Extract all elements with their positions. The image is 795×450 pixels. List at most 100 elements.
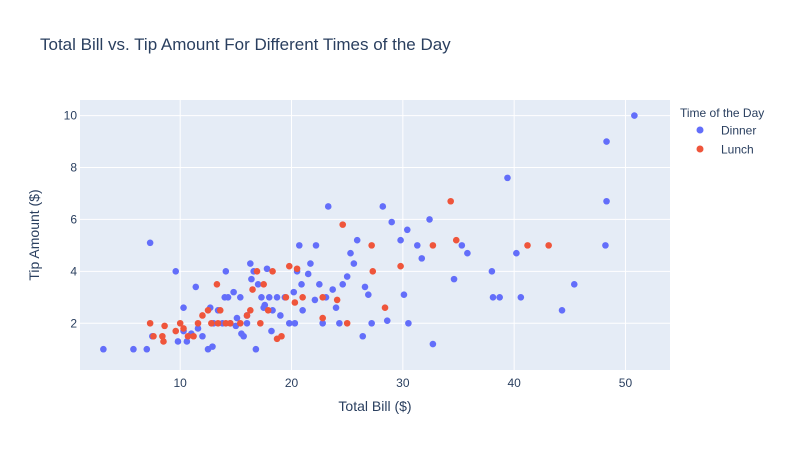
data-point-dinner (296, 242, 303, 249)
data-point-lunch (180, 325, 187, 332)
data-point-lunch (278, 332, 285, 340)
data-point-lunch (208, 319, 215, 327)
data-points (100, 112, 638, 353)
data-point-dinner (513, 249, 520, 257)
data-point-dinner (268, 327, 275, 335)
data-point-lunch (253, 268, 261, 275)
data-point-lunch (190, 332, 197, 340)
legend-label-dinner: Dinner (721, 124, 756, 138)
data-point-dinner (458, 242, 466, 249)
data-point-lunch (160, 338, 167, 345)
data-point-lunch (285, 262, 293, 270)
y-tick-label: 10 (64, 109, 78, 123)
data-point-dinner (353, 236, 361, 244)
data-point-dinner (464, 249, 471, 257)
data-point-dinner (570, 281, 578, 288)
data-point-dinner (388, 218, 395, 226)
data-point-dinner (489, 294, 497, 301)
data-point-dinner (319, 319, 326, 327)
data-point-dinner (403, 226, 411, 234)
data-point-dinner (414, 242, 421, 249)
data-point-dinner (450, 275, 458, 283)
data-point-dinner (339, 281, 347, 288)
data-point-dinner (194, 325, 202, 332)
data-point-lunch (545, 242, 552, 249)
data-point-lunch (176, 319, 184, 327)
data-point-dinner (558, 306, 566, 314)
plot-area (80, 100, 670, 370)
data-point-lunch (226, 319, 234, 327)
data-point-dinner (365, 291, 372, 299)
data-point-lunch (343, 319, 351, 327)
data-point-dinner (418, 255, 426, 262)
data-point-dinner (361, 283, 369, 291)
data-point-dinner (347, 249, 354, 257)
data-point-dinner (263, 265, 271, 273)
data-point-dinner (254, 281, 262, 288)
data-point-dinner (304, 270, 312, 278)
data-point-dinner (504, 174, 511, 182)
data-point-dinner (298, 281, 305, 288)
data-point-lunch (369, 268, 377, 275)
data-point-dinner (248, 275, 255, 283)
data-point-dinner (143, 345, 151, 353)
y-tick-label: 2 (70, 316, 77, 330)
data-point-dinner (221, 294, 229, 301)
data-point-dinner (261, 301, 269, 309)
data-point-lunch (282, 294, 290, 301)
y-axis-label: Tip Amount ($) (26, 189, 42, 280)
data-point-dinner (383, 317, 391, 324)
data-point-dinner (397, 236, 404, 244)
legend-title: Time of the Day (680, 106, 764, 120)
data-point-lunch (452, 236, 460, 244)
x-tick-label: 40 (507, 376, 521, 390)
data-point-dinner (222, 268, 230, 275)
data-point-dinner (405, 319, 412, 327)
data-point-lunch (237, 319, 244, 327)
data-point-dinner (332, 304, 340, 311)
legend: Time of the Day Dinner Lunch (680, 106, 764, 157)
data-point-lunch (172, 327, 180, 335)
data-point-dinner (130, 345, 137, 353)
data-point-dinner (429, 340, 437, 348)
x-axis-label: Total Bill ($) (338, 398, 411, 414)
data-point-dinner (631, 112, 638, 119)
y-tick-label: 8 (70, 161, 77, 175)
data-point-dinner (230, 288, 237, 296)
data-point-dinner (517, 294, 525, 301)
data-point-lunch (243, 312, 251, 319)
data-point-lunch (319, 314, 326, 322)
data-point-lunch (161, 322, 168, 330)
data-point-lunch (199, 312, 206, 319)
data-point-lunch (146, 319, 154, 327)
data-point-lunch (319, 294, 326, 301)
data-point-dinner (602, 242, 609, 249)
data-point-dinner (307, 260, 314, 267)
data-point-dinner (291, 319, 299, 327)
legend-marker-lunch (696, 145, 704, 153)
data-point-lunch (524, 242, 531, 249)
legend-item-lunch[interactable]: Lunch (696, 143, 754, 157)
data-point-lunch (194, 319, 202, 327)
data-point-dinner (359, 332, 367, 340)
data-point-dinner (100, 345, 107, 353)
data-point-lunch (214, 319, 222, 327)
data-point-dinner (273, 294, 281, 301)
data-point-dinner (172, 268, 180, 275)
data-point-lunch (257, 319, 264, 327)
x-tick-label: 20 (285, 376, 299, 390)
data-point-dinner (324, 203, 332, 210)
data-point-dinner (336, 319, 343, 327)
data-point-lunch (293, 265, 301, 273)
data-point-dinner (311, 296, 319, 304)
data-point-lunch (159, 332, 166, 340)
data-point-dinner (183, 338, 191, 345)
legend-label-lunch: Lunch (721, 143, 754, 157)
data-point-lunch (381, 304, 389, 311)
data-point-dinner (379, 203, 387, 210)
data-point-dinner (258, 294, 265, 301)
data-point-lunch (204, 306, 212, 314)
data-point-dinner (285, 319, 293, 327)
data-point-dinner (329, 286, 336, 293)
legend-item-dinner[interactable]: Dinner (696, 124, 757, 138)
